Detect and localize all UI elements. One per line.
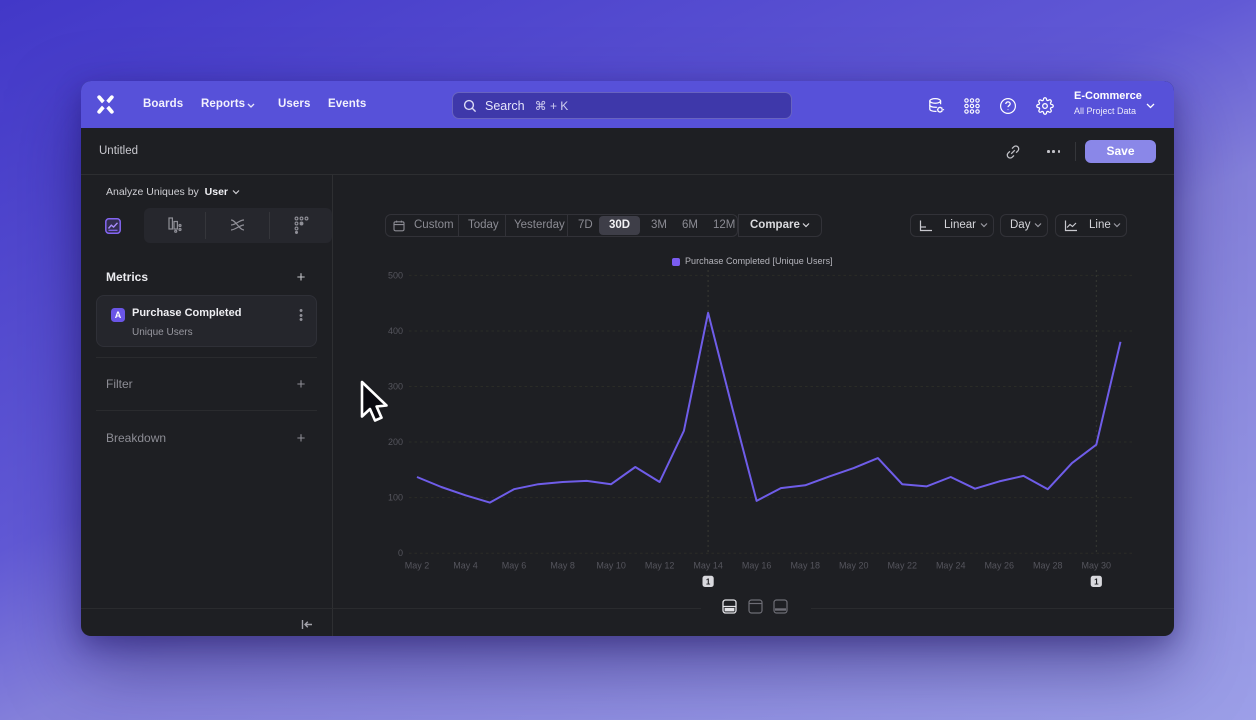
svg-text:May 4: May 4	[453, 561, 478, 571]
svg-text:500: 500	[388, 270, 403, 280]
svg-text:May 28: May 28	[1033, 561, 1063, 571]
svg-text:May 6: May 6	[502, 561, 527, 571]
svg-text:May 26: May 26	[984, 561, 1014, 571]
svg-text:May 20: May 20	[839, 561, 869, 571]
svg-text:400: 400	[388, 326, 403, 336]
svg-text:May 30: May 30	[1082, 561, 1112, 571]
svg-text:300: 300	[388, 382, 403, 392]
svg-text:May 12: May 12	[645, 561, 675, 571]
svg-text:May 8: May 8	[550, 561, 575, 571]
svg-text:May 22: May 22	[887, 561, 917, 571]
svg-text:0: 0	[398, 548, 403, 558]
svg-text:May 24: May 24	[936, 561, 966, 571]
svg-text:May 14: May 14	[693, 561, 723, 571]
svg-text:1: 1	[1094, 578, 1099, 587]
svg-text:200: 200	[388, 437, 403, 447]
svg-text:1: 1	[706, 578, 711, 587]
svg-text:May 18: May 18	[790, 561, 820, 571]
svg-text:May 2: May 2	[405, 561, 430, 571]
svg-text:May 10: May 10	[596, 561, 626, 571]
svg-text:May 16: May 16	[742, 561, 772, 571]
svg-text:100: 100	[388, 493, 403, 503]
